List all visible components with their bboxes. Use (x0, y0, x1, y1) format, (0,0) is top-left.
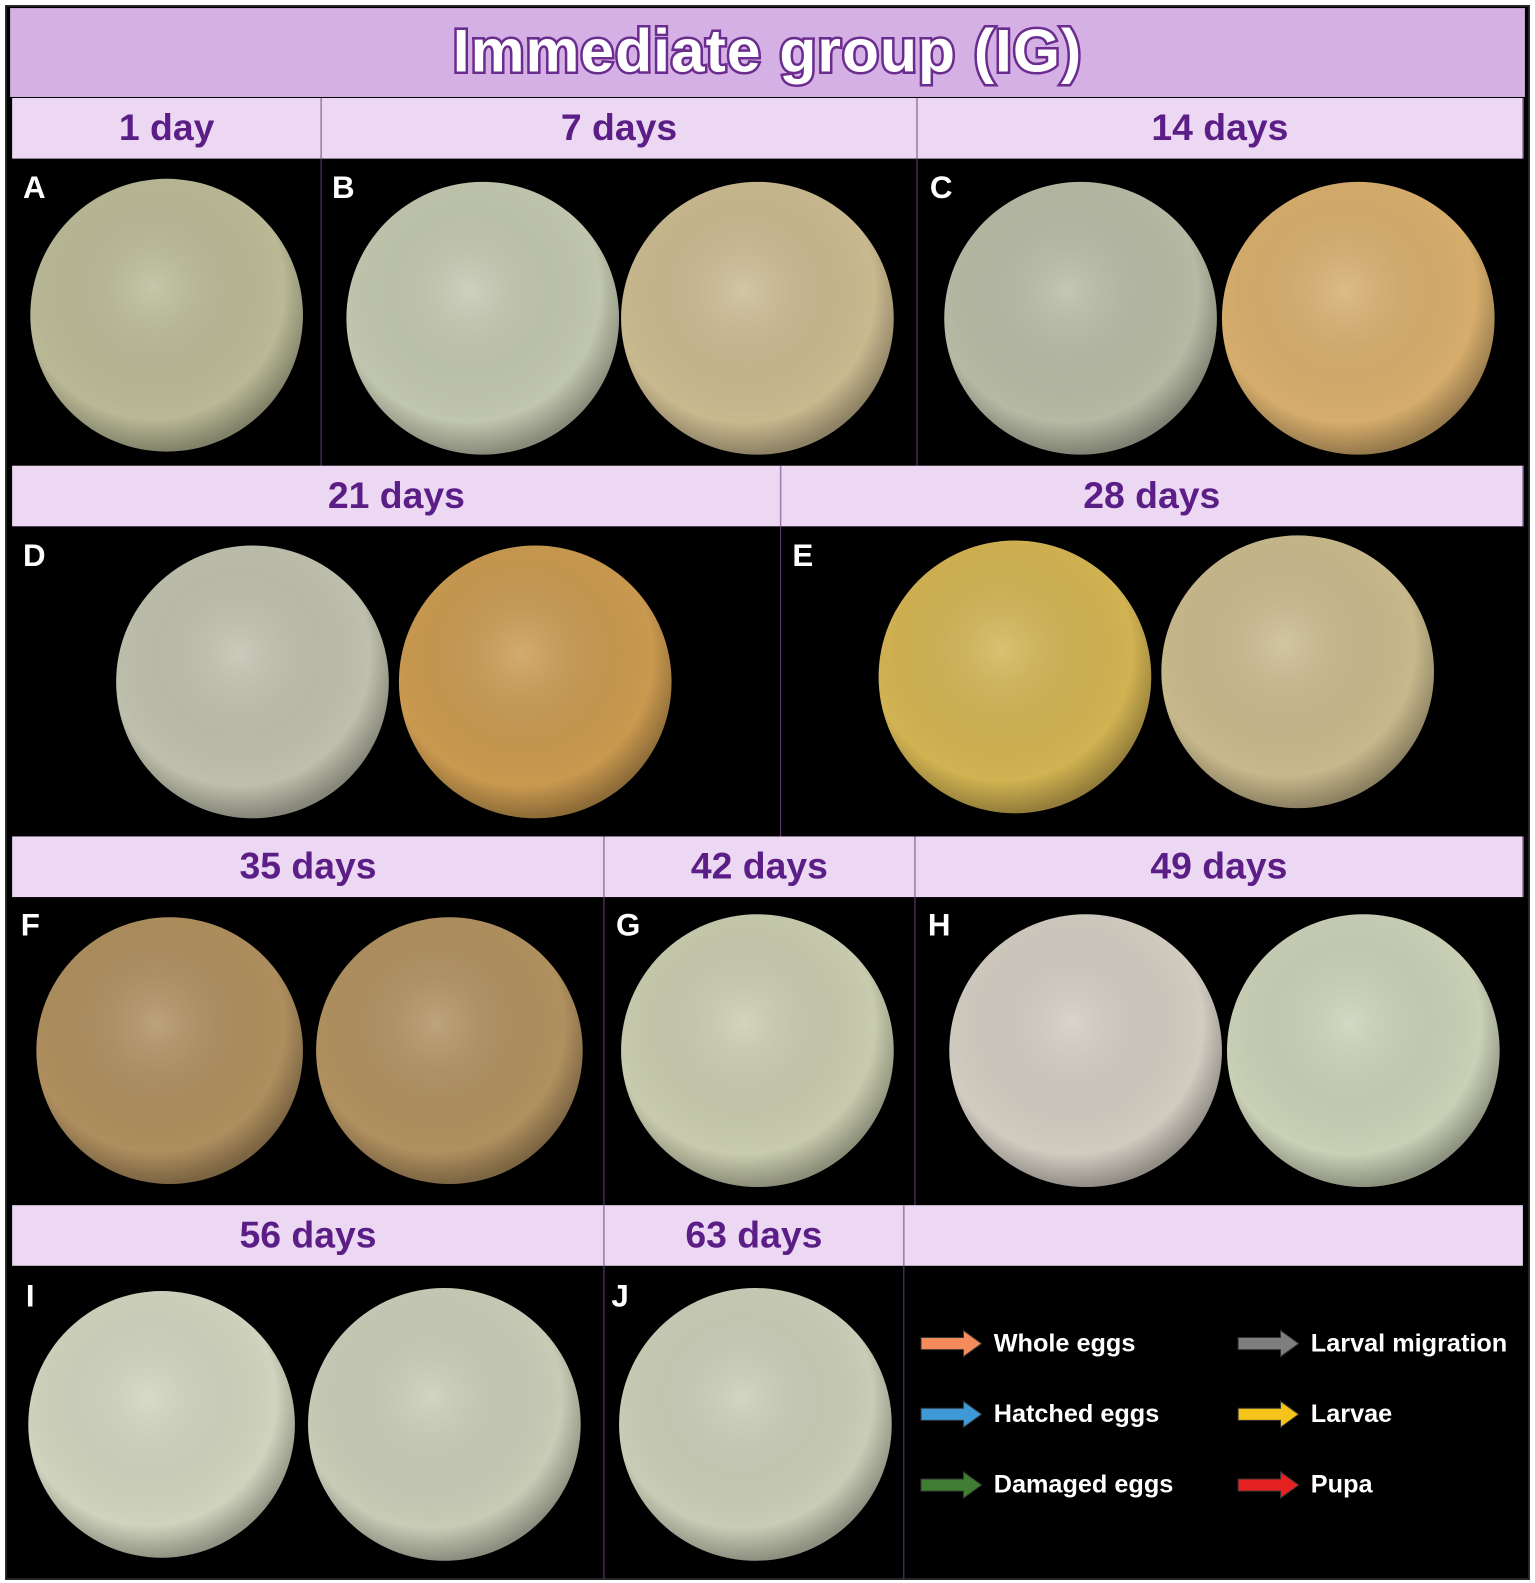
panel-letter: D (23, 538, 46, 573)
time-header: 56 days (239, 1213, 376, 1255)
micrograph-shading (346, 181, 620, 455)
micrograph-shading (398, 545, 672, 819)
row-header-bar (12, 97, 1523, 159)
row-header-bar (12, 465, 1523, 527)
micrograph-shading (1226, 914, 1500, 1187)
legend-label: Whole eggs (994, 1329, 1136, 1357)
micrograph-shading (949, 914, 1222, 1187)
row-header-bar (12, 1205, 1523, 1266)
panel-letter: E (792, 538, 813, 573)
time-header: 21 days (328, 474, 465, 516)
panel-letter: C (930, 170, 953, 205)
legend-arrow (920, 1329, 983, 1358)
micrograph-shading (1221, 181, 1495, 455)
panel-letter: J (611, 1278, 628, 1313)
legend-label: Hatched eggs (994, 1400, 1160, 1428)
micrograph-shading (619, 1288, 892, 1561)
micrograph-shading (944, 181, 1217, 455)
micrograph-shading (36, 917, 303, 1184)
legend-label: Damaged eggs (994, 1471, 1174, 1499)
time-header: 63 days (685, 1213, 822, 1255)
panel-letter: F (21, 908, 40, 943)
time-header: 14 days (1151, 106, 1288, 148)
micrograph-shading (30, 178, 303, 452)
row-header-bar (12, 836, 1523, 898)
legend-arrow (920, 1400, 983, 1429)
time-header: 49 days (1150, 845, 1287, 887)
legend-arrow (1237, 1470, 1300, 1500)
legend-arrow (1237, 1329, 1300, 1358)
micrograph-shading (1161, 535, 1435, 809)
micrograph-shading (621, 914, 894, 1187)
panel-letter: B (332, 170, 355, 205)
micrograph-shading (878, 540, 1152, 814)
panel-letter: A (23, 170, 46, 205)
panel-letter: G (616, 908, 640, 943)
time-header: 28 days (1083, 474, 1220, 516)
micrograph-shading (116, 545, 389, 819)
panel-letter: I (26, 1278, 35, 1313)
legend-label: Larval migration (1311, 1329, 1507, 1357)
micrograph-shading (28, 1291, 295, 1558)
micrograph-shading (621, 181, 894, 455)
time-header: 7 days (561, 106, 677, 148)
legend-arrow (920, 1470, 983, 1500)
title: Immediate group (IG) (453, 17, 1082, 85)
legend-label: Larvae (1311, 1400, 1392, 1428)
micrograph-shading (308, 1288, 581, 1561)
legend-label: Pupa (1311, 1471, 1374, 1499)
legend-arrow (1237, 1400, 1300, 1429)
panel-letter: H (928, 908, 951, 943)
time-header: 1 day (119, 106, 215, 148)
micrograph-shading (316, 917, 583, 1184)
time-header: 42 days (691, 845, 828, 887)
time-header: 35 days (239, 845, 376, 887)
title-bar (10, 8, 1525, 97)
